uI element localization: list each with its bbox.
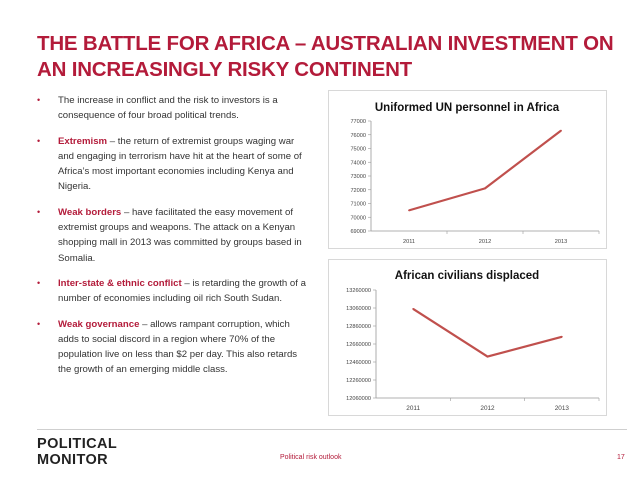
bullet-text: – have facilitated the easy movement of … <box>58 206 302 264</box>
data-point <box>486 355 489 358</box>
data-point <box>408 209 410 212</box>
y-tick-label: 12860000 <box>346 324 371 330</box>
y-tick-label: 12460000 <box>346 360 371 366</box>
bullet-marker: • <box>37 206 41 217</box>
chart-un-personnel-svg: Uniformed UN personnel in Africa 69000 700… <box>350 102 600 245</box>
y-tick-label: 75000 <box>350 147 366 153</box>
footer-divider <box>37 429 627 430</box>
bullet-item: • The increase in conflict and the risk t… <box>37 93 309 124</box>
x-tick-label: 2012 <box>480 405 495 412</box>
chart-un-personnel: Uniformed UN personnel in Africa 69000 700… <box>328 90 607 249</box>
slide-title: THE BATTLE FOR AFRICA – AUSTRALIAN INVES… <box>37 32 614 81</box>
page-number: 17 <box>617 454 625 461</box>
data-point <box>484 187 486 190</box>
y-tick-label: 12660000 <box>346 342 371 348</box>
y-tick-label: 76000 <box>350 133 366 139</box>
bullet-text: – the return of extremist groups waging … <box>58 135 302 193</box>
bullet-marker: • <box>37 135 41 146</box>
y-tick-label: 74000 <box>350 160 366 166</box>
chart-title: African civilians displaced <box>395 270 539 282</box>
bullet-text: – allows rampant corruption, which adds … <box>58 318 298 376</box>
x-tick-label: 2012 <box>479 239 491 245</box>
bullet-list: • The increase in conflict and the risk t… <box>37 93 309 388</box>
y-tick-label: 72000 <box>350 188 366 194</box>
data-point <box>412 308 415 310</box>
bullet-item: • Inter-state & ethnic conflict – is reta… <box>37 276 309 307</box>
y-tick-label: 77000 <box>350 119 366 125</box>
y-tick-label: 12260000 <box>346 378 371 384</box>
y-tick-label: 13260000 <box>346 288 371 294</box>
political-monitor-logo: POLITICAL MONITOR <box>37 436 117 468</box>
bullet-marker: • <box>37 318 41 329</box>
bullet-marker: • <box>37 277 41 288</box>
logo-line-2: MONITOR <box>37 452 109 468</box>
bullet-item: • Weak borders – have facilitated the eas… <box>37 205 309 266</box>
chart-civilians-displaced: African civilians displaced 12060000 12260… <box>328 259 607 416</box>
logo-line-1: POLITICAL <box>37 436 118 452</box>
series-line <box>412 307 563 358</box>
data-point <box>560 335 563 338</box>
bullet-marker: • <box>37 95 41 105</box>
y-tick-label: 71000 <box>350 202 366 208</box>
y-tick-label: 13060000 <box>346 306 371 312</box>
bullet-keyword: Inter-state & ethnic conflict <box>58 277 182 289</box>
x-tick-label: 2011 <box>403 239 415 245</box>
bullet-keyword: Weak governance <box>58 318 140 330</box>
y-tick-label: 12060000 <box>346 396 371 402</box>
x-tick-label: 2011 <box>406 405 420 412</box>
footer-caption: Political risk outlook <box>280 454 342 461</box>
x-tick-label: 2013 <box>555 239 567 245</box>
data-point <box>560 129 562 132</box>
bullet-item: • Extremism – the return of extremist gro… <box>37 134 309 195</box>
series-line <box>408 129 562 212</box>
bullet-item: • Weak governance – allows rampant corrup… <box>37 317 309 378</box>
y-tick-label: 73000 <box>350 174 366 180</box>
x-tick-label: 2013 <box>555 405 570 412</box>
y-tick-label: 69000 <box>350 229 366 235</box>
bullet-text: – is retarding the growth of a number of… <box>58 277 306 305</box>
bullet-text: The increase in conflict and the risk to… <box>58 95 278 122</box>
bullet-keyword: Weak borders <box>58 206 122 218</box>
bullet-keyword: Extremism <box>58 135 108 147</box>
chart-civilians-displaced-svg: African civilians displaced 12060000 12260… <box>346 270 600 412</box>
y-tick-label: 70000 <box>350 215 366 221</box>
chart-title: Uniformed UN personnel in Africa <box>375 102 560 114</box>
